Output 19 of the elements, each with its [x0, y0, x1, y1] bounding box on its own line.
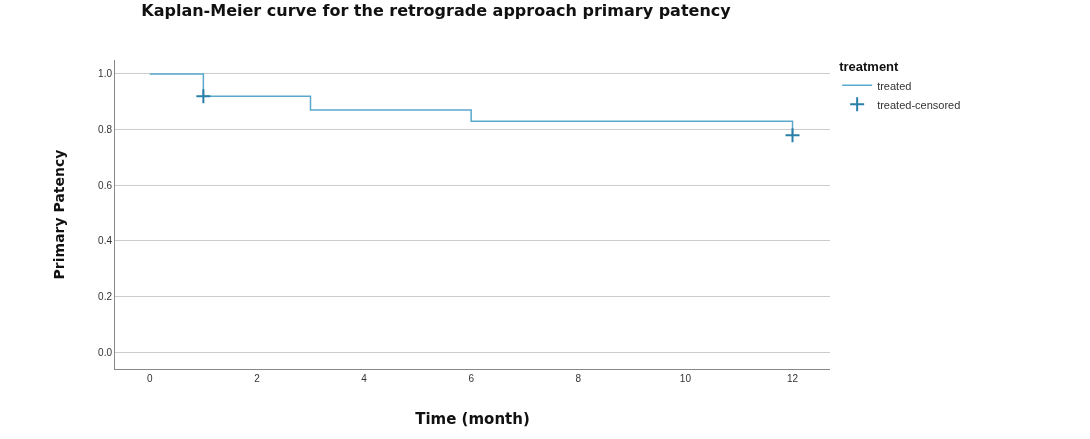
y-tick-label: 1.0: [98, 68, 113, 80]
x-tick-label: 12: [786, 373, 799, 384]
y-tick-label: 0.8: [98, 124, 113, 136]
x-tick-label: 2: [254, 373, 261, 384]
x-tick-label: 4: [361, 373, 368, 384]
y-tick-label: 0.2: [98, 291, 113, 303]
y-tick-label: 0.0: [98, 346, 113, 358]
y-tick-label: 0.6: [98, 179, 113, 191]
x-tick-label: 0: [147, 373, 154, 384]
y-axis-title: Primary Patency: [50, 149, 67, 280]
y-tick-label: 0.4: [98, 235, 113, 247]
x-axis-title: Time (month): [415, 410, 530, 428]
legend-label: treated-censored: [877, 98, 961, 111]
x-tick-label: 8: [575, 373, 582, 384]
chart-title: Kaplan-Meier curve for the retrograde approach primary patency: [141, 0, 732, 20]
legend-label: treated: [877, 79, 912, 92]
x-tick-label: 10: [679, 373, 692, 384]
legend-title: treatment: [839, 58, 900, 74]
x-tick-label: 6: [468, 373, 475, 384]
